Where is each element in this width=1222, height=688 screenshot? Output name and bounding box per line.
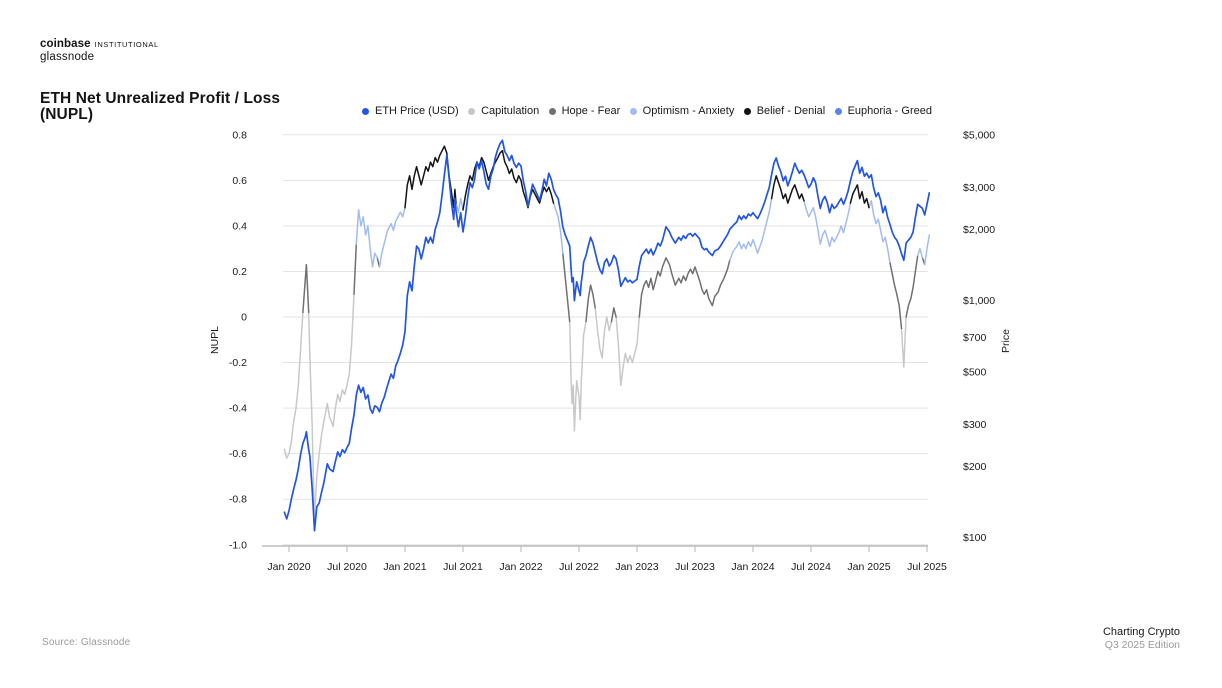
x-tick-label: Jan 2025 (847, 561, 890, 573)
left-tick-label: 0.4 (232, 220, 247, 232)
nupl-line-segment (302, 243, 926, 330)
x-tick-label: Jul 2024 (791, 561, 831, 573)
legend-label: Euphoria - Greed (847, 105, 932, 117)
x-tick-label: Jan 2022 (499, 561, 542, 573)
x-tick-label: Jul 2021 (443, 561, 483, 573)
page-title-line-2: (NUPL) (40, 106, 94, 123)
legend-label: Belief - Denial (756, 105, 826, 117)
legend-dot-icon (548, 107, 556, 115)
left-tick-label: -1.0 (229, 539, 247, 551)
left-tick-label: -0.6 (229, 448, 247, 460)
right-tick-label: $300 (963, 419, 987, 431)
x-tick-label: Jan 2023 (615, 561, 658, 573)
x-tick-label: Jan 2020 (267, 561, 310, 573)
right-tick-label: $5,000 (963, 130, 995, 142)
right-tick-label: $100 (963, 532, 987, 544)
right-axis-title: Price (1000, 329, 1012, 353)
coinbase-wordmark: coinbase (40, 38, 91, 50)
x-tick-label: Jul 2023 (675, 561, 715, 573)
edition-title: Charting Crypto (1102, 626, 1180, 638)
left-tick-label: 0.8 (232, 129, 247, 141)
nupl-line-segment (355, 197, 931, 268)
edition-subtitle: Q3 2025 Edition (1104, 639, 1180, 651)
nupl-line (283, 145, 931, 519)
y-axis-left: 0.8 0.6 0.4 0.2 0 -0.2 -0.4 -0.6 -0.8 -1.0 NUPL (209, 129, 247, 551)
legend-label: ETH Price (USD) (375, 105, 459, 117)
x-tick-label: Jul 2025 (907, 561, 947, 573)
legend-item-4: Belief - Denial (743, 105, 826, 117)
right-tick-label: $3,000 (963, 182, 995, 194)
institutional-label: INSTITUTIONAL (94, 40, 159, 49)
legend-dot-icon (834, 107, 842, 115)
right-tick-label: $700 (963, 332, 987, 344)
nupl-line-segment (283, 293, 907, 519)
legend-item-0: ETH Price (USD) (362, 105, 459, 117)
right-tick-label: $2,000 (963, 224, 995, 236)
x-tick-label: Jan 2024 (731, 561, 774, 573)
nupl-line-segment (404, 145, 870, 211)
legend-dot-icon (629, 107, 637, 115)
left-tick-label: -0.2 (229, 357, 247, 369)
left-axis-title: NUPL (209, 326, 221, 354)
legend-item-5: Euphoria - Greed (834, 105, 932, 117)
legend-dot-icon (468, 107, 476, 115)
logo-line-1: coinbase INSTITUTIONAL (40, 37, 159, 50)
price-line (283, 139, 931, 532)
legend-label: Hope - Fear (561, 105, 621, 117)
x-axis: Jan 2020 Jul 2020 Jan 2021 Jul 2021 Jan 2022… (262, 545, 947, 573)
right-tick-label: $200 (963, 461, 987, 473)
glassnode-wordmark: glassnode (40, 51, 95, 63)
x-tick-label: Jan 2021 (383, 561, 426, 573)
left-tick-label: 0 (241, 312, 247, 324)
left-tick-label: -0.8 (229, 494, 247, 506)
page-title: ETH Net Unrealized Profit / Loss (NUPL) (40, 91, 280, 123)
legend-dot-icon (362, 107, 369, 115)
coinbase-glassnode-logo: coinbase INSTITUTIONAL glassnode (40, 37, 159, 63)
page-title-line-1: ETH Net Unrealized Profit / Loss (40, 90, 281, 107)
left-tick-label: 0.2 (232, 266, 247, 278)
left-tick-label: 0.6 (232, 175, 247, 187)
legend-dot-icon (743, 107, 751, 115)
left-tick-label: -0.4 (229, 403, 247, 415)
gridlines (283, 134, 928, 546)
legend-label: Optimism - Anxiety (642, 105, 735, 117)
eth-price-path (283, 139, 931, 532)
edition-note: Charting Crypto Q3 2025 Edition (1103, 626, 1180, 652)
right-tick-label: $500 (963, 367, 987, 379)
source-note: Source: Glassnode (42, 637, 131, 648)
y-axis-right: $5,000 $3,000 $2,000 $1,000 $700 $500 $300 $200… (963, 130, 1012, 545)
right-tick-label: $1,000 (963, 295, 995, 307)
x-tick-label: Jul 2020 (327, 561, 367, 573)
x-tick-label: Jul 2022 (559, 561, 599, 573)
chart-legend: ETH Price (USD) Capitulation Hope - Fear Op… (362, 105, 932, 117)
legend-item-1: Capitulation (468, 105, 539, 117)
legend-item-3: Optimism - Anxiety (629, 105, 735, 117)
legend-item-2: Hope - Fear (548, 105, 621, 117)
legend-label: Capitulation (481, 105, 540, 117)
